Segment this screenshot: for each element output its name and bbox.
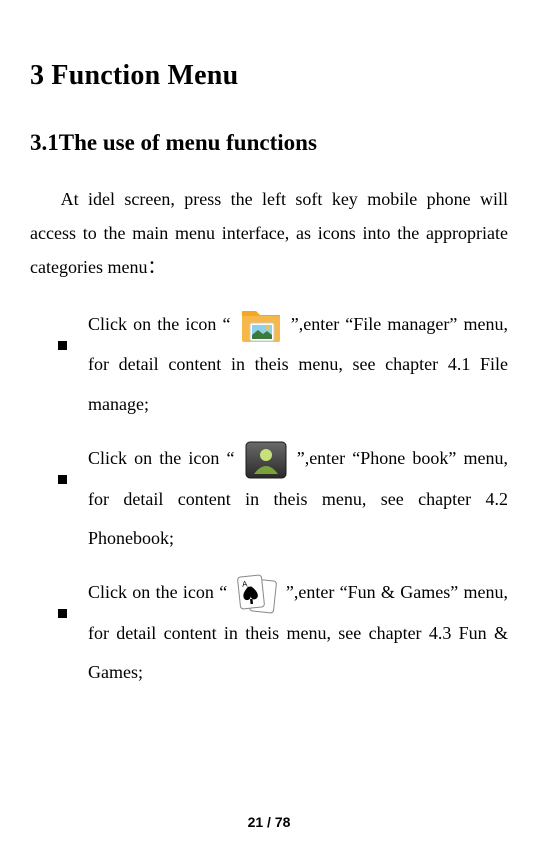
subsection-heading: 3.1The use of menu functions: [30, 130, 508, 156]
list-item: Click on the icon “ ”,enter “File manage…: [58, 305, 508, 425]
item-text-pre: Click on the icon “: [88, 448, 234, 468]
page-number: 21 / 78: [0, 814, 538, 830]
file-manager-icon: [239, 305, 283, 345]
list-item: Click on the icon “ A ”,enter “Fun & Gam…: [58, 573, 508, 693]
intro-paragraph: At idel screen, press the left soft key …: [30, 182, 508, 285]
instruction-list: Click on the icon “ ”,enter “File manage…: [30, 305, 508, 693]
item-text-pre: Click on the icon “: [88, 314, 230, 334]
phonebook-icon: [244, 440, 288, 480]
item-text-pre: Click on the icon “: [88, 582, 227, 602]
list-item: Click on the icon “ ”,e: [58, 439, 508, 559]
section-heading: 3 Function Menu: [30, 60, 508, 92]
fun-games-icon: A: [235, 574, 279, 614]
